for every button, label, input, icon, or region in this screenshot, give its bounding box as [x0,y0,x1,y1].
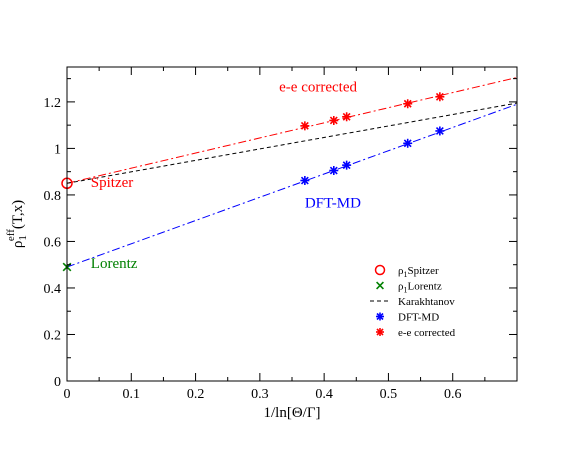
legend-label-base: ρ [398,281,404,293]
point-dft-md [329,166,339,176]
x-tick-label: 0.3 [251,387,269,402]
point-dft-md-stroke [329,166,338,175]
annotation-lorentz: Lorentz [91,256,138,272]
point-e-e-corrected-stroke [342,112,351,121]
annotations: e-e corrected Spitzer DFT-MD Lorentz [91,79,361,272]
annotation-e-e-corrected: e-e corrected [279,79,357,95]
x-tick-label: 0.5 [380,387,398,402]
y-tick-label: 1 [54,142,61,157]
legend-label-tail: Lorentz [408,281,442,293]
y-axis-label: ρ1eff(T,x) [5,200,29,248]
point-dft-md [403,138,413,148]
y-label-sub: 1 [17,235,29,241]
point-dft-md-stroke [342,161,351,170]
legend-label-sub: 1 [404,270,408,279]
point-e-e-corrected-stroke [329,116,338,125]
annotation-spitzer: Spitzer [91,175,133,191]
point-dft-md-stroke [403,139,412,148]
series-points [61,92,445,272]
fit-line-dft-md [66,103,518,268]
point-e-e-corrected [329,115,339,125]
series-lines [66,76,518,268]
point-dft-md-stroke [435,127,444,135]
legend-swatch-dft-md-stroke [376,312,384,321]
point-dft-md [300,176,310,186]
legend-swatch-lorentz [376,281,384,290]
y-tick-label: 0.8 [44,189,62,204]
y-label-tail: (T,x) [10,200,26,229]
x-tick-label: 0 [64,387,71,402]
legend-label-spitzer: ρ1Spitzer [398,265,439,279]
point-e-e-corrected [403,99,413,109]
point-e-e-corrected [342,112,352,122]
point-e-e-corrected-stroke [403,99,412,108]
point-dft-md [435,126,445,136]
legend-label-lorentz: ρ1Lorentz [398,281,442,295]
point-e-e-corrected-stroke [435,92,444,101]
y-tick-label: 0.4 [44,282,62,297]
y-tick-label: 0.2 [44,328,62,343]
point-e-e-corrected [300,121,310,131]
legend-swatch-spitzer-shape [374,264,386,276]
legend-label-sub: 1 [404,286,408,295]
point-dft-md-stroke [300,176,309,185]
y-tick-label: 0 [54,375,61,390]
y-axis-label-text: ρ1eff(T,x) [5,200,29,248]
point-e-e-corrected-stroke [300,121,309,130]
y-label-sup: eff [5,229,17,241]
point-e-e-corrected [435,92,445,102]
legend-swatch-spitzer [374,264,386,276]
y-tick-label: 1.2 [44,96,62,111]
point-dft-md [342,160,352,170]
x-tick-label: 0.6 [444,387,462,402]
legend-swatch-e-e-corrected [376,328,384,336]
legend-swatch-lorentz-stroke [376,281,384,290]
axes: 0 0.1 0.2 0.3 0.4 0.5 0.6 0 0.2 0.4 0.6 0.8 1 1.2 [44,67,517,402]
legend-label-tail: Spitzer [408,265,439,277]
legend-label-dft-md: DFT-MD [398,312,439,324]
x-axis-label: 1/ln[Θ/Γ] [264,405,321,421]
annotation-dft-md: DFT-MD [305,196,361,212]
karakhtanov-line [66,102,518,184]
x-tick-label: 0.2 [187,387,205,402]
legend-label-e-e-corrected: e-e corrected [398,327,456,339]
x-tick-label: 0.1 [123,387,141,402]
x-tick-label: 0.4 [315,387,333,402]
legend-label-karakhtanov: Karakhtanov [398,296,455,308]
y-tick-label: 0.6 [44,235,62,250]
y-label-base: ρ [10,241,26,249]
legend-swatch-e-e-corrected-stroke [376,328,384,336]
legend-label-base: ρ [398,265,404,277]
legend-swatch-dft-md [376,312,384,321]
